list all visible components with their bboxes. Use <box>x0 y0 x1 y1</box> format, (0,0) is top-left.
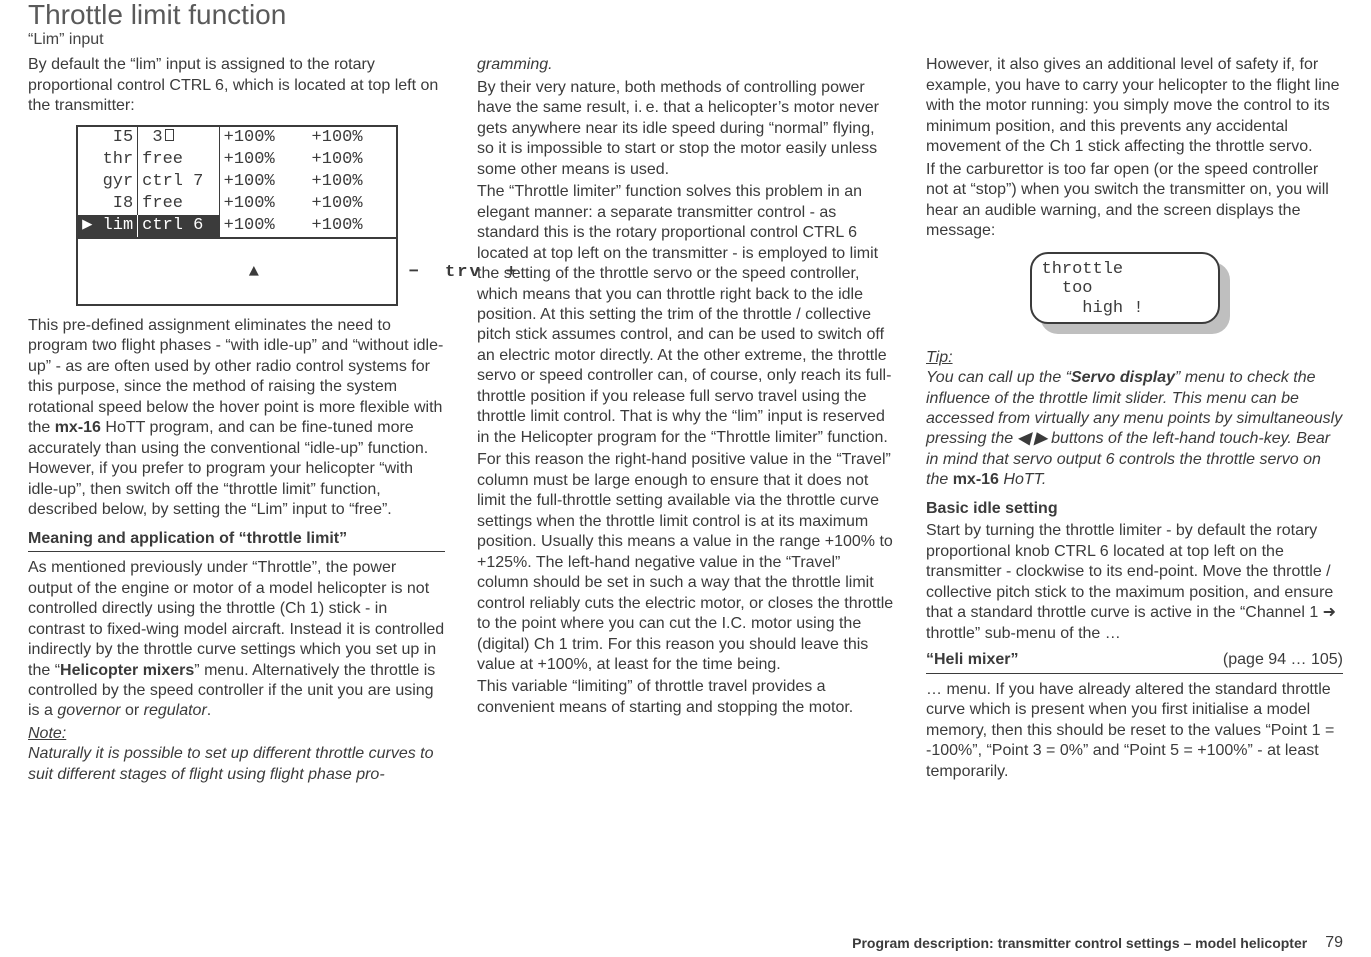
col3-p4: … menu. If you have already altered the … <box>926 680 1343 782</box>
col2-p1: By their very nature, both methods of co… <box>477 78 894 180</box>
lcd-line1: throttle <box>1042 260 1124 279</box>
table-cell-name: thr <box>77 149 138 171</box>
brand-mx16: mx-16 <box>953 471 999 488</box>
footer-page-number: 79 <box>1325 934 1343 952</box>
column-1: By default the “lim” input is assigned t… <box>28 55 445 929</box>
col3-p1: However, it also gives an additional lev… <box>926 55 1343 157</box>
col2-p3: For this reason the right-hand positive … <box>477 450 894 675</box>
col3-p2: If the carburettor is too far open (or t… <box>926 160 1343 242</box>
lcd-line3: high ! <box>1042 299 1144 318</box>
table-cell-travel-neg: +100% <box>219 149 307 171</box>
table-cell-travel-neg: +100% <box>219 215 307 238</box>
table-row: ▶ limctrl 6+100%+100% <box>77 215 397 238</box>
table-cell-name: I5 <box>77 126 138 149</box>
col1-intro: By default the “lim” input is assigned t… <box>28 55 445 116</box>
lcd-box: throttle too high ! <box>1030 252 1220 324</box>
basic-idle-heading: Basic idle setting <box>926 499 1343 519</box>
lcd-line2: too <box>1042 279 1093 298</box>
section-head-throttle-limit: Meaning and application of “throttle lim… <box>28 529 445 552</box>
table-cell-travel-pos: +100% <box>308 149 397 171</box>
table-cell-travel-neg: +100% <box>219 171 307 193</box>
col2-p2: The “Throttle limiter” function solves t… <box>477 182 894 448</box>
table-cell-control: ctrl 7 <box>138 171 219 193</box>
table-cell-travel-pos: +100% <box>308 171 397 193</box>
left-right-arrows-icon: ◀ ▶ <box>1018 430 1047 447</box>
table-cell-name: gyr <box>77 171 138 193</box>
page-subtitle: “Lim” input <box>28 31 1343 49</box>
col3-p3: Start by turning the throttle limiter - … <box>926 521 1343 644</box>
table-cell-travel-pos: +100% <box>308 193 397 215</box>
note-heading: Note: <box>28 724 445 744</box>
table-footer-row: ▲− trv + <box>77 238 397 305</box>
page-footer: Program description: transmitter control… <box>28 929 1343 957</box>
heli-mixer-reference: “Heli mixer” (page 94 … 105) <box>926 650 1343 673</box>
table-row: I8free+100%+100% <box>77 193 397 215</box>
table-cell-control: 3 <box>138 126 219 149</box>
control-settings-table: I5 3+100%+100%thrfree+100%+100%gyrctrl 7… <box>76 125 398 306</box>
table-cell-travel-pos: +100% <box>308 126 397 149</box>
table-cell-control: ctrl 6 <box>138 215 219 238</box>
table-cell-name: ▶ lim <box>77 215 138 238</box>
page-title: Throttle limit function <box>28 0 1343 29</box>
note-body: Naturally it is possible to set up diffe… <box>28 744 445 785</box>
lcd-warning: throttle too high ! <box>1030 252 1240 338</box>
table-cell-travel-neg: +100% <box>219 126 307 149</box>
heli-mixer-label: “Heli mixer” <box>926 650 1018 670</box>
table-cell-name: I8 <box>77 193 138 215</box>
table-row: thrfree+100%+100% <box>77 149 397 171</box>
col2-p4: This variable “limiting” of throttle tra… <box>477 677 894 718</box>
tip-heading: Tip: <box>926 348 1343 368</box>
tip-body: You can call up the “Servo display” menu… <box>926 368 1343 491</box>
table-row: gyrctrl 7+100%+100% <box>77 171 397 193</box>
table-footer-left: ▲ <box>241 262 376 283</box>
table-cell-control: free <box>138 193 219 215</box>
col1-section-body: As mentioned previously under “Throttle”… <box>28 558 445 722</box>
footer-text: Program description: transmitter control… <box>852 935 1307 951</box>
col1-body: This pre-defined assignment eliminates t… <box>28 316 445 521</box>
col2-continuation: gramming. <box>477 55 894 75</box>
brand-mx16: mx-16 <box>55 419 101 436</box>
column-2: gramming. By their very nature, both met… <box>477 55 894 929</box>
table-cell-control: free <box>138 149 219 171</box>
glyph-icon <box>165 129 174 141</box>
column-3: However, it also gives an additional lev… <box>926 55 1343 929</box>
table-cell-travel-pos: +100% <box>308 215 397 238</box>
table-cell-travel-neg: +100% <box>219 193 307 215</box>
heli-mixer-page-ref: (page 94 … 105) <box>1223 650 1343 670</box>
content-columns: By default the “lim” input is assigned t… <box>28 55 1343 929</box>
table-row: I5 3+100%+100% <box>77 126 397 149</box>
